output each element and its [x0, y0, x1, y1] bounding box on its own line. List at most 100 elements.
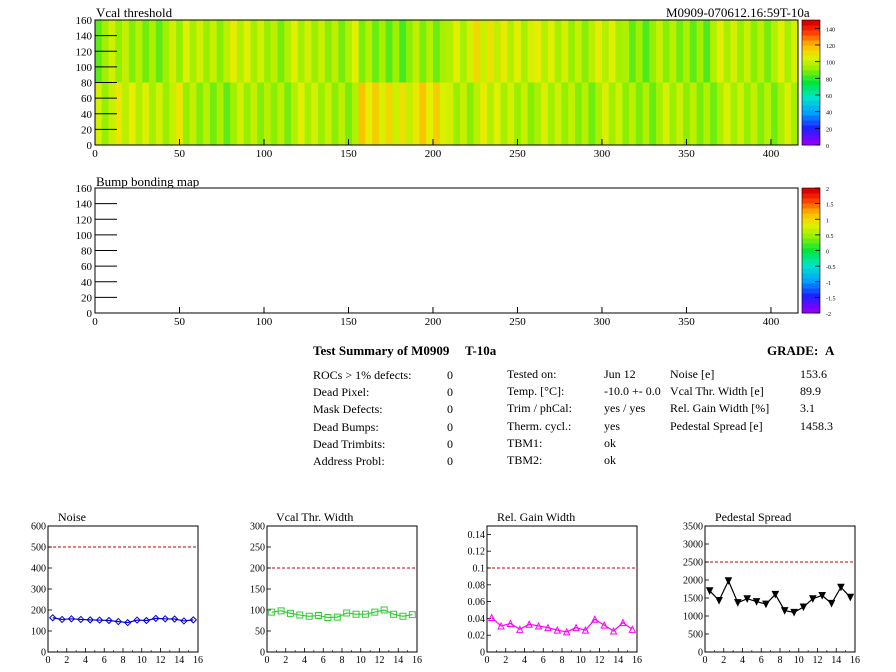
- heatmap-cell: [791, 20, 799, 83]
- y-tick-label: 500: [688, 630, 703, 641]
- palette-swatch: [802, 278, 820, 284]
- x-tick-label: 0: [92, 148, 98, 160]
- heatmap-cell: [223, 82, 231, 145]
- data-point: [296, 611, 304, 619]
- heatmap-cell: [730, 82, 738, 145]
- y-tick-label: 2000: [683, 576, 703, 587]
- heatmap-cell: [372, 20, 380, 83]
- heatmap-cell: [412, 82, 420, 145]
- summary-defect-row-label: Dead Trimbits:: [313, 436, 386, 451]
- summary-test-row-label: TBM1:: [507, 435, 543, 450]
- heatmap-cell: [338, 82, 346, 145]
- heatmap-cell: [223, 20, 231, 83]
- series-line: [491, 617, 633, 633]
- data-point: [591, 615, 599, 623]
- summary-stat-row-label: Noise [e]: [670, 367, 715, 381]
- y-tick-label: 400: [31, 564, 46, 575]
- heatmap-cell: [155, 82, 163, 145]
- palette-swatch: [802, 45, 820, 51]
- heatmap-cell: [662, 20, 670, 83]
- heatmap-cell: [270, 20, 278, 83]
- x-tick-label: 10: [356, 655, 366, 666]
- summary-stat-row-value: 153.6: [800, 367, 827, 381]
- x-tick-label: 6: [102, 655, 107, 666]
- heatmap-cell: [277, 82, 285, 145]
- palette-tick-label: 0: [826, 250, 829, 256]
- heatmap-cell: [446, 82, 454, 145]
- heatmap-cell: [297, 82, 305, 145]
- heatmap-cell: [182, 82, 191, 145]
- heatmap-cell: [737, 82, 745, 145]
- heatmap-cell: [629, 20, 637, 83]
- palette-tick-label: 1.5: [826, 203, 834, 209]
- summary-test-row-value: -10.0 +- 0.0: [604, 384, 661, 399]
- palette-swatch: [802, 40, 820, 46]
- x-tick-label: 4: [83, 655, 88, 666]
- y-tick-label: 0: [260, 648, 265, 659]
- summary-defect-row-label: Dead Bumps:: [313, 419, 379, 434]
- data-point: [724, 577, 733, 585]
- y-tick-label: 120: [76, 214, 93, 226]
- data-point: [361, 610, 369, 618]
- heatmap-cell: [378, 20, 387, 83]
- heatmap-cell: [541, 20, 549, 83]
- heatmap-cell: [764, 82, 772, 145]
- heatmap-cell: [622, 20, 630, 83]
- heatmap-cell: [216, 20, 224, 83]
- palette-tick-label: -1.5: [826, 296, 836, 302]
- heatmap-cell: [608, 20, 616, 83]
- x-tick-label: 16: [193, 655, 203, 666]
- data-point: [315, 611, 323, 619]
- data-point: [790, 608, 798, 617]
- heatmap-cell: [629, 82, 637, 145]
- y-tick-label: 0: [87, 308, 93, 320]
- grade-label: GRADE:: [767, 343, 819, 358]
- x-tick-label: 6: [759, 655, 764, 666]
- data-point: [827, 599, 836, 608]
- heatmap-cell: [392, 20, 400, 83]
- heatmap-cell: [466, 82, 474, 145]
- x-tick-label: 10: [576, 655, 586, 666]
- heatmap-cell: [128, 20, 136, 83]
- x-tick-label: 150: [340, 148, 357, 160]
- palette-swatch: [802, 253, 820, 259]
- summary-temp-tag: T-10a: [465, 343, 497, 358]
- heatmap-cell: [703, 20, 711, 83]
- heatmap-cell: [297, 20, 305, 83]
- data-point: [58, 615, 66, 624]
- data-point: [343, 609, 351, 617]
- data-point: [581, 626, 590, 634]
- palette-swatch: [802, 288, 820, 294]
- palette-frame: [801, 187, 821, 314]
- heatmap-cell: [635, 20, 643, 83]
- heatmap-cell: [392, 82, 400, 145]
- heatmap-cell: [270, 82, 278, 145]
- y-tick-label: 50: [255, 627, 265, 638]
- heatmap-cell: [568, 20, 576, 83]
- y-tick-label: 200: [250, 564, 265, 575]
- data-point: [352, 610, 360, 618]
- palette-swatch: [802, 115, 820, 121]
- summary-test-row-value: ok: [604, 435, 616, 450]
- palette-swatch: [802, 100, 820, 106]
- heatmap-cell: [743, 82, 752, 145]
- heatmap-cell: [676, 20, 684, 83]
- heatmap-cell: [507, 82, 515, 145]
- palette-swatch: [802, 228, 820, 234]
- y-tick-label: 40: [81, 277, 93, 289]
- heatmap-cell: [345, 20, 353, 83]
- data-point: [133, 616, 141, 624]
- palette-swatch: [802, 55, 820, 61]
- x-tick-label: 14: [613, 655, 623, 666]
- y-tick-label: 3500: [683, 522, 703, 533]
- palette-tick-label: 140: [826, 27, 835, 33]
- palette-swatch: [802, 70, 820, 76]
- palette-swatch: [802, 120, 820, 126]
- heatmap-cell: [615, 20, 623, 83]
- y-tick-label: 80: [81, 246, 93, 258]
- palette-swatch: [802, 30, 820, 36]
- x-tick-label: 2: [721, 655, 726, 666]
- x-tick-label: 50: [174, 148, 186, 160]
- data-point: [544, 623, 552, 632]
- heatmap-cell: [135, 82, 143, 145]
